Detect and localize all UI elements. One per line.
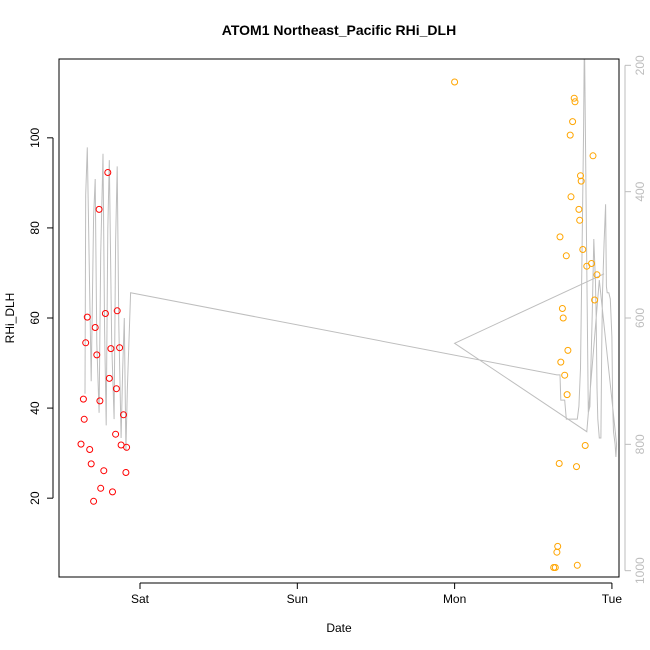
series-2: [451, 78, 601, 571]
series-1: [77, 169, 131, 505]
data-point: [559, 314, 567, 322]
chart-title: ATOM1 Northeast_Pacific RHi_DLH: [222, 22, 456, 38]
data-point: [593, 271, 601, 279]
data-point: [105, 374, 113, 382]
x-tick-label: Sat: [131, 592, 150, 606]
y-tick-label: 60: [28, 311, 42, 325]
x-tick-label: Tue: [602, 592, 623, 606]
data-point: [112, 430, 120, 438]
y-tick-label: 40: [28, 401, 42, 415]
data-point: [79, 395, 87, 403]
data-point: [80, 415, 88, 423]
x-tick-label: Sun: [287, 592, 308, 606]
y2-tick-label: 600: [633, 308, 647, 328]
data-point: [570, 94, 578, 102]
data-point: [569, 118, 577, 126]
data-point: [589, 152, 597, 160]
data-point: [566, 131, 574, 139]
data-point: [107, 345, 115, 353]
data-point: [562, 252, 570, 260]
data-point: [577, 172, 584, 180]
y-axis-label: RHi_DLH: [3, 293, 17, 344]
data-point: [451, 78, 459, 86]
y-tick-label: 100: [28, 127, 42, 147]
data-point: [87, 460, 95, 468]
plot-frame: [58, 58, 620, 578]
data-point: [555, 460, 563, 467]
data-point: [91, 324, 99, 331]
data-point: [579, 246, 587, 253]
data-point: [588, 260, 595, 267]
y-tick-label: 80: [28, 221, 42, 235]
y2-tick-label: 1000: [633, 557, 647, 584]
data-point: [95, 205, 103, 213]
data-point: [93, 351, 101, 359]
data-point: [116, 344, 124, 352]
pressure-profile-line: [84, 59, 618, 458]
data-point: [576, 216, 584, 224]
data-point: [556, 233, 564, 241]
x-axis-label: Date: [326, 621, 352, 635]
data-point: [120, 411, 127, 419]
pressure-line-layer: [84, 59, 618, 458]
x-tick-label: Mon: [443, 592, 466, 606]
data-point: [591, 296, 599, 304]
data-point: [563, 391, 571, 399]
data-point: [82, 339, 90, 347]
y2-tick-label: 200: [633, 55, 647, 75]
data-point: [557, 358, 565, 366]
y2-tick-label: 400: [633, 181, 647, 201]
data-point: [113, 307, 121, 315]
data-point: [109, 488, 116, 496]
data-point: [97, 484, 105, 492]
data-point: [558, 305, 566, 312]
data-point: [564, 346, 572, 354]
data-point: [571, 98, 579, 106]
data-point: [100, 467, 108, 475]
data-point: [104, 169, 112, 176]
data-point: [123, 443, 131, 451]
data-point: [90, 497, 98, 505]
y-tick-label: 20: [28, 491, 42, 505]
axes-layer: Sat Sun Mon Tue 20 40 60 80 100 200 400 600 800 1000: [28, 55, 647, 606]
data-point: [554, 542, 562, 550]
data-point: [575, 205, 583, 213]
data-point: [573, 463, 580, 471]
data-point: [96, 397, 104, 405]
data-point: [567, 193, 575, 201]
data-point: [83, 313, 91, 321]
data-point: [577, 177, 585, 185]
data-point: [561, 371, 569, 379]
data-point: [86, 446, 94, 453]
data-point: [122, 469, 130, 476]
data-point: [551, 564, 559, 571]
scatter-points-layer: [77, 78, 601, 571]
data-point: [573, 561, 581, 569]
y2-tick-label: 800: [633, 434, 647, 454]
data-point: [581, 442, 589, 449]
data-point: [112, 385, 120, 393]
data-point: [77, 440, 85, 448]
data-point: [101, 310, 109, 317]
